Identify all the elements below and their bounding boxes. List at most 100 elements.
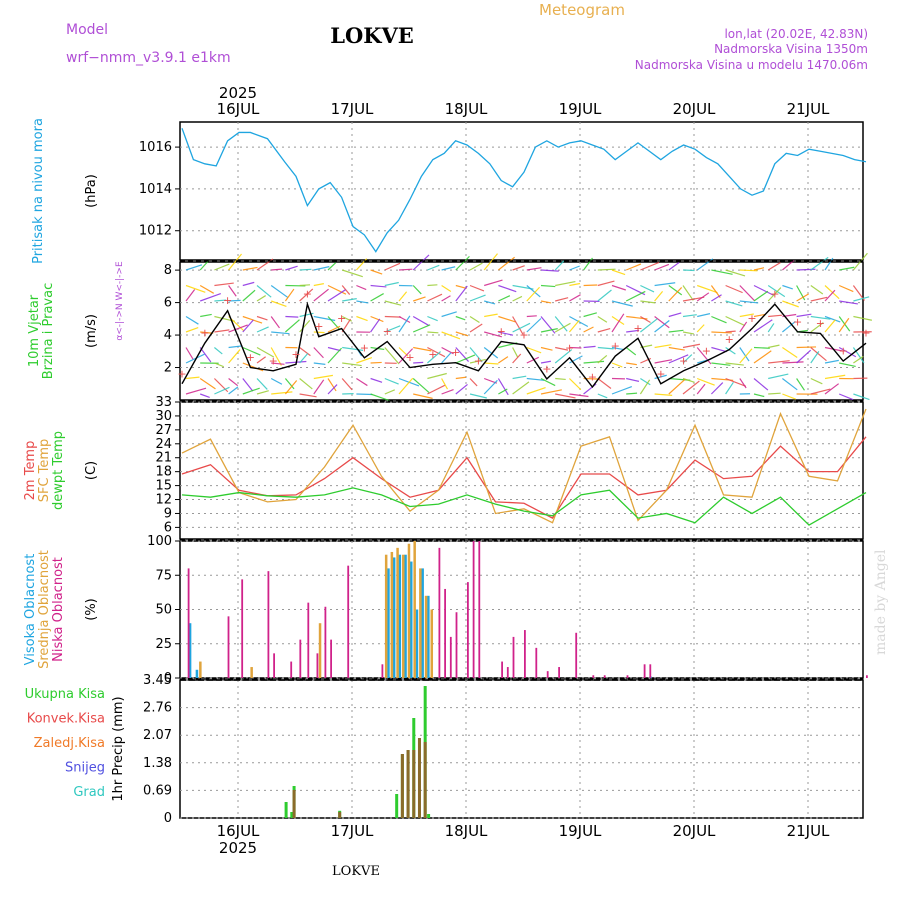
wind-arrow <box>200 313 212 318</box>
wind-gust-marker: + <box>497 325 506 338</box>
wind-arrow <box>342 362 362 367</box>
wind-arrow <box>284 288 295 302</box>
wind-arrow <box>370 393 391 402</box>
wind-arrow <box>640 261 660 271</box>
wind-arrow <box>526 318 542 333</box>
wind-arrow <box>540 300 552 304</box>
low-cloud-bar <box>290 661 293 678</box>
wind-arrow <box>412 254 430 271</box>
wind-arrow <box>711 331 732 334</box>
wind-gust-marker: + <box>428 348 437 361</box>
top-day-label: 16JUL <box>217 100 260 118</box>
wind-arrow <box>341 378 353 391</box>
wind-arrow <box>299 268 312 271</box>
wind-arrow <box>810 347 827 362</box>
wind-arrow <box>710 382 724 395</box>
wind-gust-marker: + <box>861 327 870 340</box>
wind-arrow <box>483 347 499 359</box>
wind-arrow <box>398 348 414 364</box>
mid-cloud-bar <box>384 554 388 678</box>
precip-frame <box>179 679 864 819</box>
low-cloud-bar <box>575 632 578 678</box>
wind-ytick-label: 2 <box>164 361 172 376</box>
wind-arrow <box>810 351 820 364</box>
wind-arrow <box>810 285 824 295</box>
cloud-unit-label: (%) <box>84 598 99 621</box>
wind-arrow <box>285 319 300 333</box>
precip-ytick-label: 2.07 <box>143 728 172 743</box>
wind-ytick-label: 4 <box>164 328 172 343</box>
pressure-line <box>181 128 867 253</box>
wind-arrow <box>753 346 770 349</box>
low-cloud-bar <box>649 664 652 678</box>
wind-arrow <box>370 269 383 275</box>
year-top: 2025 <box>219 84 257 102</box>
precip-ytick-label: 3.45 <box>143 673 172 688</box>
wind-arrow <box>242 315 263 324</box>
precip-side-label: Zaledj.Kisa <box>34 736 105 751</box>
wind-arrow <box>810 296 828 302</box>
wind-arrow <box>370 318 381 333</box>
wind-gust-marker: + <box>246 351 255 364</box>
wind-arrow <box>242 346 261 356</box>
temperature-side-label: 2m Temp <box>23 441 38 501</box>
top-day-label: 20JUL <box>673 100 716 118</box>
wind-arrow <box>512 353 522 364</box>
wind-arrow <box>796 313 812 318</box>
wind-arrow <box>810 322 824 333</box>
wind-arrow <box>185 353 205 364</box>
wind-arrow <box>569 355 583 364</box>
conv-precip-bar <box>292 790 296 818</box>
wind-arrow <box>668 312 682 318</box>
wind-arrow <box>711 315 727 324</box>
wind-arrow <box>342 298 357 302</box>
year-bottom: 2025 <box>219 839 257 857</box>
wind-arrow <box>654 290 664 302</box>
wind-arrow <box>270 285 289 298</box>
wind-arrow <box>427 346 446 358</box>
wind-arrow <box>654 316 670 329</box>
wind-arrow <box>214 386 230 395</box>
wind-arrow <box>327 378 337 392</box>
wind-arrow <box>242 319 254 333</box>
wind-arrow <box>682 380 700 395</box>
wind-arrow <box>725 362 744 366</box>
wind-arrow <box>597 268 616 271</box>
wind-arrow <box>696 383 706 395</box>
wind-arrow <box>455 284 467 290</box>
wind-arrow <box>256 285 272 298</box>
wind-arrow <box>370 284 387 288</box>
wind-arrow <box>384 262 401 271</box>
wind-arrow <box>668 261 680 271</box>
wind-arrow <box>285 315 299 318</box>
pressure-unit-label: (hPa) <box>84 174 99 208</box>
top-day-label: 21JUL <box>787 100 830 118</box>
wind-arrow <box>498 295 511 302</box>
pressure-ytick-label: 1014 <box>139 182 172 197</box>
wind-arrow <box>512 381 530 395</box>
wind-arrow <box>597 289 612 302</box>
wind-arrow <box>498 388 508 395</box>
temperature-ytick-label: 21 <box>155 451 172 466</box>
high-cloud-bar <box>387 568 390 678</box>
wind-arrow <box>782 260 795 271</box>
wind-arrow <box>398 291 408 302</box>
high-cloud-bar <box>404 554 407 678</box>
wind-arrow <box>214 263 230 271</box>
wind-gust-marker: + <box>588 371 597 384</box>
wind-arrow <box>356 356 373 364</box>
wind-arrow <box>398 315 411 333</box>
wind-arrow <box>441 295 451 302</box>
low-cloud-bar <box>546 671 549 678</box>
wind-arrow <box>299 284 311 287</box>
wind-arrow <box>341 318 352 333</box>
wind-arrow <box>271 391 293 395</box>
temperature-ytick-label: 27 <box>155 423 172 438</box>
wind-arrow <box>554 349 573 364</box>
model-elevation-text: Nadmorska Visina u modelu 1470.06m <box>635 58 868 72</box>
wind-gust-marker: + <box>747 312 756 325</box>
wind-arrow <box>271 268 283 271</box>
wind-gust-marker: + <box>269 354 278 367</box>
precip-side-label: Snijeg <box>65 761 105 776</box>
wind-arrow <box>370 377 383 383</box>
